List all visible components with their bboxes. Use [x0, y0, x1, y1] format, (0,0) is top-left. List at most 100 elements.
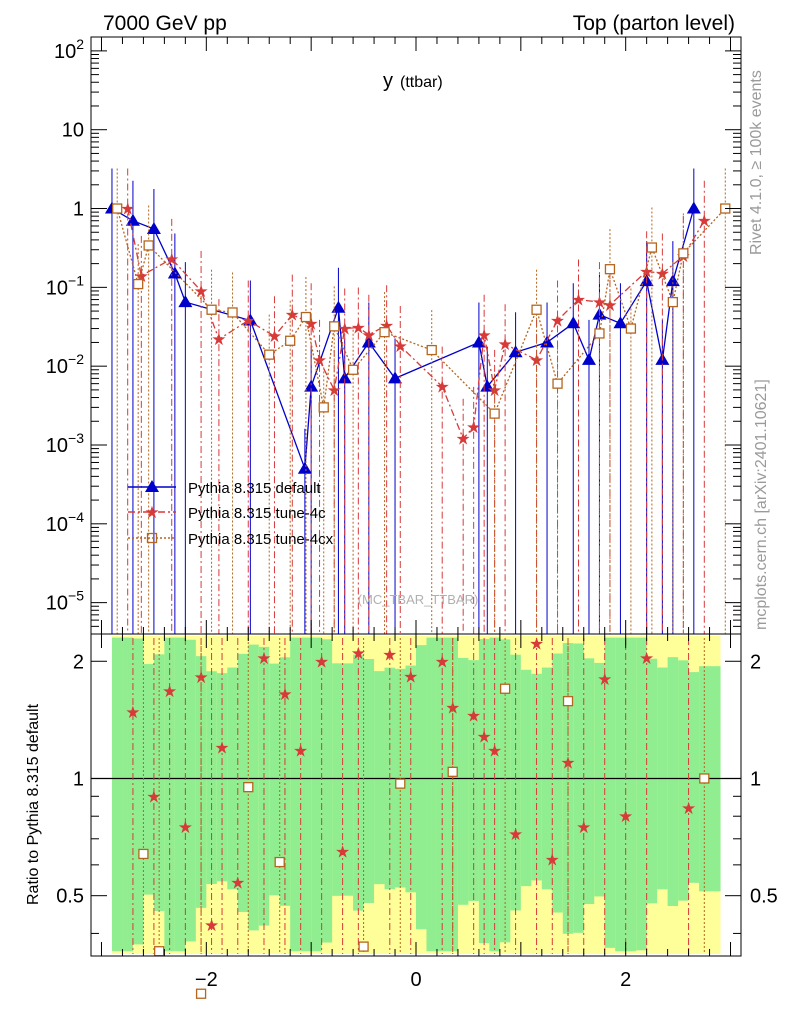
ratio-y-tick-label-left: 0.5	[56, 886, 84, 908]
ratio-band-green	[111, 637, 123, 952]
ratio-marker-tune4c: ★	[403, 667, 418, 687]
marker-tune4c: ★	[466, 418, 481, 438]
plot-title: y	[383, 70, 393, 92]
marker-default	[243, 313, 258, 326]
ratio-band-green	[143, 664, 155, 895]
marker-tune4cx	[347, 364, 359, 375]
main-y-tick-label: 10−4	[46, 509, 84, 536]
ratio-marker-tune4c: ★	[435, 652, 450, 672]
ratio-marker-tune4c: ★	[146, 787, 161, 807]
marker-tune4cx	[112, 203, 123, 214]
marker-tune4cx	[133, 278, 144, 290]
ratio-marker-tune4c: ★	[351, 644, 366, 664]
marker-tune4cx	[667, 296, 679, 308]
ratio-marker-tune4c: ★	[314, 652, 329, 672]
ratio-band-green	[688, 672, 700, 883]
marker-tune4c: ★	[164, 250, 179, 270]
marker-default	[331, 300, 346, 313]
ratio-band-green	[269, 663, 281, 896]
x-tick-label: 2	[620, 969, 631, 991]
ratio-band-green	[321, 639, 333, 943]
marker-default	[304, 379, 319, 392]
main-y-tick-label: 10−5	[46, 588, 84, 615]
ratio-marker-tune4cx	[274, 856, 285, 868]
ratio-band-green	[353, 654, 365, 911]
ratio-band-green	[625, 637, 637, 952]
marker-tune4cx	[285, 335, 296, 346]
legend-label-tune4c: Pythia 8.315 tune-4c	[188, 505, 326, 522]
ratio-marker-tune4cx	[447, 766, 458, 777]
ratio-marker-tune4c: ★	[230, 874, 245, 894]
marker-tune4c: ★	[477, 326, 492, 346]
marker-tune4c: ★	[337, 320, 352, 340]
marker-tune4c: ★	[639, 262, 654, 282]
ratio-band-green	[300, 637, 312, 952]
ratio-axis-title: Ratio to Pythia 8.315 default	[25, 703, 42, 905]
legend-marker-star: ★	[144, 503, 159, 523]
ratio-marker-tune4cx	[562, 695, 574, 707]
marker-tune4c: ★	[285, 306, 300, 326]
series-tune4c: ★★★★★★★★★★★★★★★★★★★★★★★★★★★★★★★	[120, 168, 712, 634]
marker-tune4cx	[531, 304, 542, 315]
ratio-marker-tune4cx	[499, 683, 511, 694]
marker-tune4cx	[206, 304, 217, 315]
marker-tune4c: ★	[120, 200, 135, 220]
marker-tune4cx	[379, 327, 390, 338]
marker-tune4cx	[594, 328, 605, 339]
ratio-band-green	[363, 658, 375, 903]
main-y-tick-label: 102	[54, 36, 84, 63]
ratio-marker-tune4c: ★	[293, 741, 308, 761]
series-tune4cx	[112, 168, 731, 634]
marker-tune4cx	[227, 307, 238, 318]
marker-tune4c: ★	[550, 311, 565, 331]
ratio-y-tick-label-left: 1	[73, 768, 84, 790]
ratio-band-green	[636, 637, 648, 951]
ratio-y-tick-label-left: 2	[73, 651, 84, 673]
mcplots-label: mcplots.cern.ch [arXiv:2401.10621]	[753, 379, 770, 630]
main-y-tick-label: 10−2	[46, 351, 84, 378]
ratio-band-green	[468, 660, 480, 901]
ratio-band-green	[185, 639, 197, 942]
marker-default	[178, 295, 193, 308]
ratio-marker-tune4c: ★	[618, 807, 633, 827]
marker-default	[337, 371, 352, 384]
marker-tune4cx	[318, 402, 329, 413]
marker-tune4cx	[264, 349, 275, 360]
ratio-marker-tune4c: ★	[382, 646, 397, 666]
ratio-band-green	[132, 638, 144, 945]
marker-default	[686, 201, 701, 214]
ratio-marker-tune4cx	[138, 848, 149, 860]
marker-tune4cx	[625, 323, 637, 334]
marker-tune4c: ★	[529, 351, 544, 371]
marker-tune4c: ★	[241, 311, 256, 331]
ratio-band-green	[604, 637, 616, 948]
ratio-marker-tune4c: ★	[256, 649, 271, 669]
ratio-marker-tune4cx	[153, 946, 165, 957]
ratio-panel: ★★★★★★★★★★★★★★ ★★★★ ★★★★★★★★★★★★ −2 0 20.5 0.…	[56, 633, 778, 999]
plot-subtitle: (ttbar)	[400, 74, 443, 91]
ratio-marker-tune4c: ★	[576, 818, 591, 838]
rivet-label: Rivet 4.1.0, ≥ 100k events	[748, 70, 765, 255]
main-y-tick-label: 1	[73, 199, 84, 221]
marker-tune4cx	[300, 311, 312, 323]
ratio-marker-tune4c: ★	[466, 707, 481, 727]
ratio-band-green	[122, 637, 134, 952]
marker-default	[125, 213, 140, 226]
ratio-marker-tune4cx	[195, 988, 207, 999]
ratio-marker-tune4c: ★	[487, 741, 502, 761]
ratio-y-tick-label-right: 1	[750, 768, 761, 790]
ratio-band-green	[279, 657, 291, 906]
ratio-marker-tune4c: ★	[125, 703, 140, 723]
marker-tune4cx	[604, 264, 616, 275]
marker-tune4c: ★	[211, 330, 226, 350]
ratio-marker-tune4c: ★	[681, 799, 696, 819]
series-line-default	[111, 207, 695, 469]
marker-tune4c: ★	[497, 335, 512, 355]
marker-tune4c: ★	[361, 326, 376, 346]
legend: Pythia 8.315 default ★ Pythia 8.315 tune…	[128, 480, 334, 548]
legend-label-default: Pythia 8.315 default	[188, 480, 321, 497]
ratio-marker-tune4c: ★	[162, 682, 177, 702]
ratio-band-green	[667, 657, 679, 907]
marker-tune4c: ★	[697, 212, 712, 232]
main-y-tick-label: 10	[62, 120, 84, 142]
